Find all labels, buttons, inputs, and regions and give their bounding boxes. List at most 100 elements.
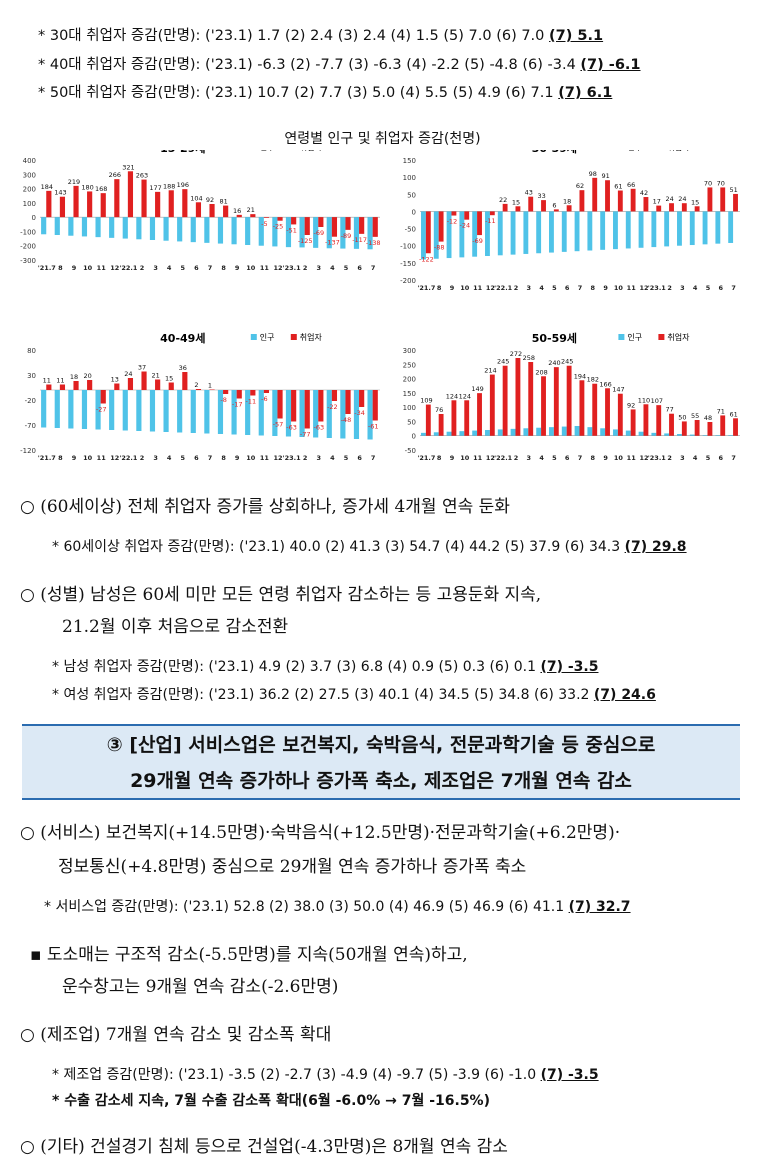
legend-pop-swatch [250,334,257,340]
bar-employed [489,374,495,436]
data-label: -17 [232,401,243,409]
bar-population [340,217,346,249]
para-wholesale-line2: 운수창고는 9개월 연속 감소(-2.6만명) [62,977,339,997]
bar-population [446,211,452,259]
data-label: -122 [419,255,434,263]
x-tick-label: 9 [603,454,608,462]
data-label: 24 [665,195,673,203]
data-label: 61 [614,183,622,191]
section-industry-header: ③ [산업] 서비스업은 보건복지, 숙박음식, 전문과학기술 등 중심으로 2… [22,724,740,800]
bar-population [638,211,644,248]
x-tick-label: 10 [460,284,470,292]
bar-population [689,211,695,246]
x-tick-label: 2 [514,454,519,462]
bar-population [81,390,88,429]
data-label: -22 [327,403,338,411]
bar-employed [515,206,521,212]
y-tick-label: -200 [20,243,36,251]
data-label: -137 [325,239,340,247]
sub-text: * 여성 취업자 증감(만명): ('23.1) 36.2 (2) 27.5 (… [52,687,594,703]
bullet-50s: * 50대 취업자 증감(만명): ('23.1) 10.7 (2) 7.7 (… [38,81,612,102]
bar-employed [236,390,242,399]
bar-employed [331,217,338,237]
x-tick-label: 6 [357,264,362,272]
bar-population [367,217,373,250]
bullet-text: * 30대 취업자 증감(만명): ('23.1) 1.7 (2) 2.4 (3… [38,28,550,44]
sub-emph: (7) -3.5 [540,1067,599,1083]
data-label: 104 [190,194,202,202]
data-label: 219 [68,178,80,186]
x-tick-label: 4 [330,264,335,272]
bar-employed [681,203,687,212]
bar-employed [318,217,324,227]
data-label: 321 [122,163,134,171]
bar-population [421,211,426,260]
x-tick-label: 10 [614,284,624,292]
bar-population [285,217,292,248]
data-label: 124 [446,392,458,400]
bar-employed [553,367,559,436]
chart-title: 15-29세 [160,150,205,155]
x-tick-label: 8 [437,454,442,462]
bar-population [326,217,332,249]
bar-employed [331,390,338,401]
x-tick-label: 5 [344,264,349,272]
x-tick-label: 10 [246,454,256,462]
para-60plus: ○ (60세이상) 전체 취업자 증가를 상회하나, 증가세 4개월 연속 둔화 [20,497,510,517]
data-label: 37 [138,364,146,372]
x-tick-label: '23.1 [648,284,667,292]
bar-employed [528,196,534,212]
data-label: -61 [368,423,379,431]
bar-employed [277,390,283,419]
bar-employed [195,202,202,218]
data-label: 70 [717,179,725,187]
x-tick-label: 9 [72,264,77,272]
bar-population [136,217,142,240]
bar-population [510,428,516,436]
bar-population [367,390,373,440]
data-label: 36 [179,364,187,372]
bar-employed [605,388,610,436]
bar-population [245,217,251,245]
bar-employed [451,400,457,436]
x-tick-label: 4 [693,284,698,292]
data-label: 245 [561,358,573,366]
bar-population [190,390,196,433]
bar-employed [372,217,378,237]
bar-population [54,390,60,428]
bar-employed [707,187,713,212]
bar-employed [681,421,687,436]
bar-population [497,211,503,256]
sub-exports: * 수출 감소세 지속, 7월 수출 감소폭 확대(6월 -6.0% → 7월 … [52,1093,490,1109]
sub-text: * 서비스업 증감(만명): ('23.1) 52.8 (2) 38.0 (3)… [44,899,569,915]
x-tick-label: 11 [627,454,637,462]
charts-area: 15-29세인구취업자4003002001000-100-200-300184'… [20,150,740,462]
data-label: 21 [247,206,255,214]
bar-population [446,431,452,436]
bar-employed [114,383,120,390]
data-label: -25 [273,223,284,231]
x-tick-label: 12 [110,264,119,272]
y-tick-label: 300 [23,171,36,179]
bar-population [299,217,305,248]
legend-emp-swatch [658,334,665,340]
bar-population [625,211,631,249]
x-tick-label: 3 [153,264,158,272]
bar-population [272,217,278,247]
bar-population [689,434,695,436]
data-label: 194 [574,372,586,380]
bar-employed [553,209,559,212]
data-label: 184 [41,183,53,191]
data-label: -48 [341,416,352,424]
bar-population [587,211,593,251]
bullet-40s: * 40대 취업자 증감(만명): ('23.1) -6.3 (2) -7.7 … [38,53,641,74]
x-tick-label: '22.1 [494,284,513,292]
bar-population [433,432,439,436]
bar-population [136,390,142,431]
data-label: -77 [300,431,311,439]
x-tick-label: 11 [97,454,107,462]
bar-employed [425,211,431,254]
bar-employed [127,378,134,390]
bar-population [485,211,490,256]
bar-employed [141,371,147,390]
